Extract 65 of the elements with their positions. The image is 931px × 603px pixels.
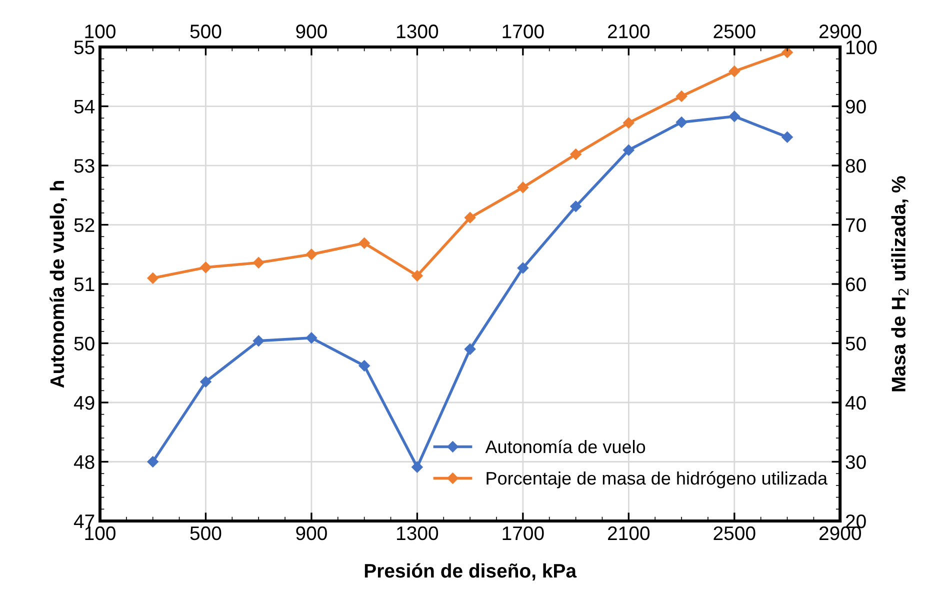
y2-tick-label: 40	[845, 396, 866, 410]
point	[306, 332, 318, 344]
y-tick-label: 50	[74, 336, 94, 350]
y2-tick-label: 30	[846, 455, 866, 469]
point	[623, 117, 634, 128]
y2-tick-label: 70	[846, 218, 866, 232]
x2-tick-label: 2500	[714, 24, 756, 38]
point	[200, 262, 212, 274]
x-tick-label: 2100	[608, 526, 650, 540]
point	[412, 461, 423, 473]
y-tick-label: 52	[74, 218, 94, 232]
point	[200, 376, 212, 388]
point	[782, 131, 793, 143]
x2-tick-label: 500	[190, 24, 222, 38]
y-tick-label: 53	[74, 158, 94, 173]
x-tick-label: 100	[85, 526, 116, 540]
y2-tick-label: 100	[846, 40, 877, 54]
y-tick-label: 54	[74, 100, 95, 114]
y-tick-label: 49	[74, 396, 94, 410]
x-tick-label: 2900	[819, 526, 862, 540]
y2-tick-label: 80	[846, 158, 866, 173]
x2-tick-label: 1300	[397, 24, 438, 38]
y-axis-title: Autonomía de vuelo, h	[50, 180, 67, 388]
x2-tick-label: 100	[85, 24, 116, 38]
x-tick-label: 1700	[502, 526, 544, 540]
point	[358, 238, 370, 249]
y2-tick-label: 60	[846, 277, 866, 292]
x-tick-label: 500	[190, 526, 222, 540]
x-tick-label: 2500	[714, 526, 756, 540]
point	[358, 360, 370, 372]
y-tick-label: 55	[74, 40, 94, 54]
legend-label: Autonomía de vuelo	[485, 440, 646, 454]
x2-tick-label: 1700	[502, 24, 544, 38]
point	[570, 200, 582, 212]
y2-tick-label: 50	[846, 336, 866, 350]
point	[412, 270, 423, 282]
y-tick-label: 48	[74, 455, 94, 469]
point	[147, 272, 158, 284]
point	[782, 47, 793, 58]
point	[147, 456, 158, 468]
x-axis-title: Presión de diseño, kPa	[364, 563, 577, 581]
point	[464, 344, 476, 355]
x-tick-label: 1300	[397, 526, 438, 540]
point	[306, 248, 318, 260]
x2-tick-label: 2100	[608, 24, 650, 38]
point	[517, 262, 529, 274]
point	[252, 335, 264, 346]
point	[570, 148, 582, 160]
legend-label: Porcentaje de masa de hidrógeno utilizada	[486, 471, 828, 488]
y2-axis-title: Masa de H$_{2}$ utilizada, %	[891, 176, 908, 392]
x-tick-label: 900	[296, 526, 327, 540]
y-tick-label: 47	[74, 514, 94, 528]
point	[252, 257, 264, 268]
point	[623, 144, 634, 156]
x2-tick-label: 2900	[819, 24, 862, 38]
point	[676, 116, 688, 128]
y2-tick-label: 90	[846, 100, 866, 114]
x2-tick-label: 900	[296, 24, 327, 38]
point	[464, 212, 476, 224]
point	[728, 110, 740, 122]
point	[728, 66, 740, 77]
point	[676, 90, 688, 102]
point	[517, 182, 529, 194]
y2-tick-label: 20	[846, 514, 866, 528]
y-tick-label: 51	[74, 278, 94, 292]
